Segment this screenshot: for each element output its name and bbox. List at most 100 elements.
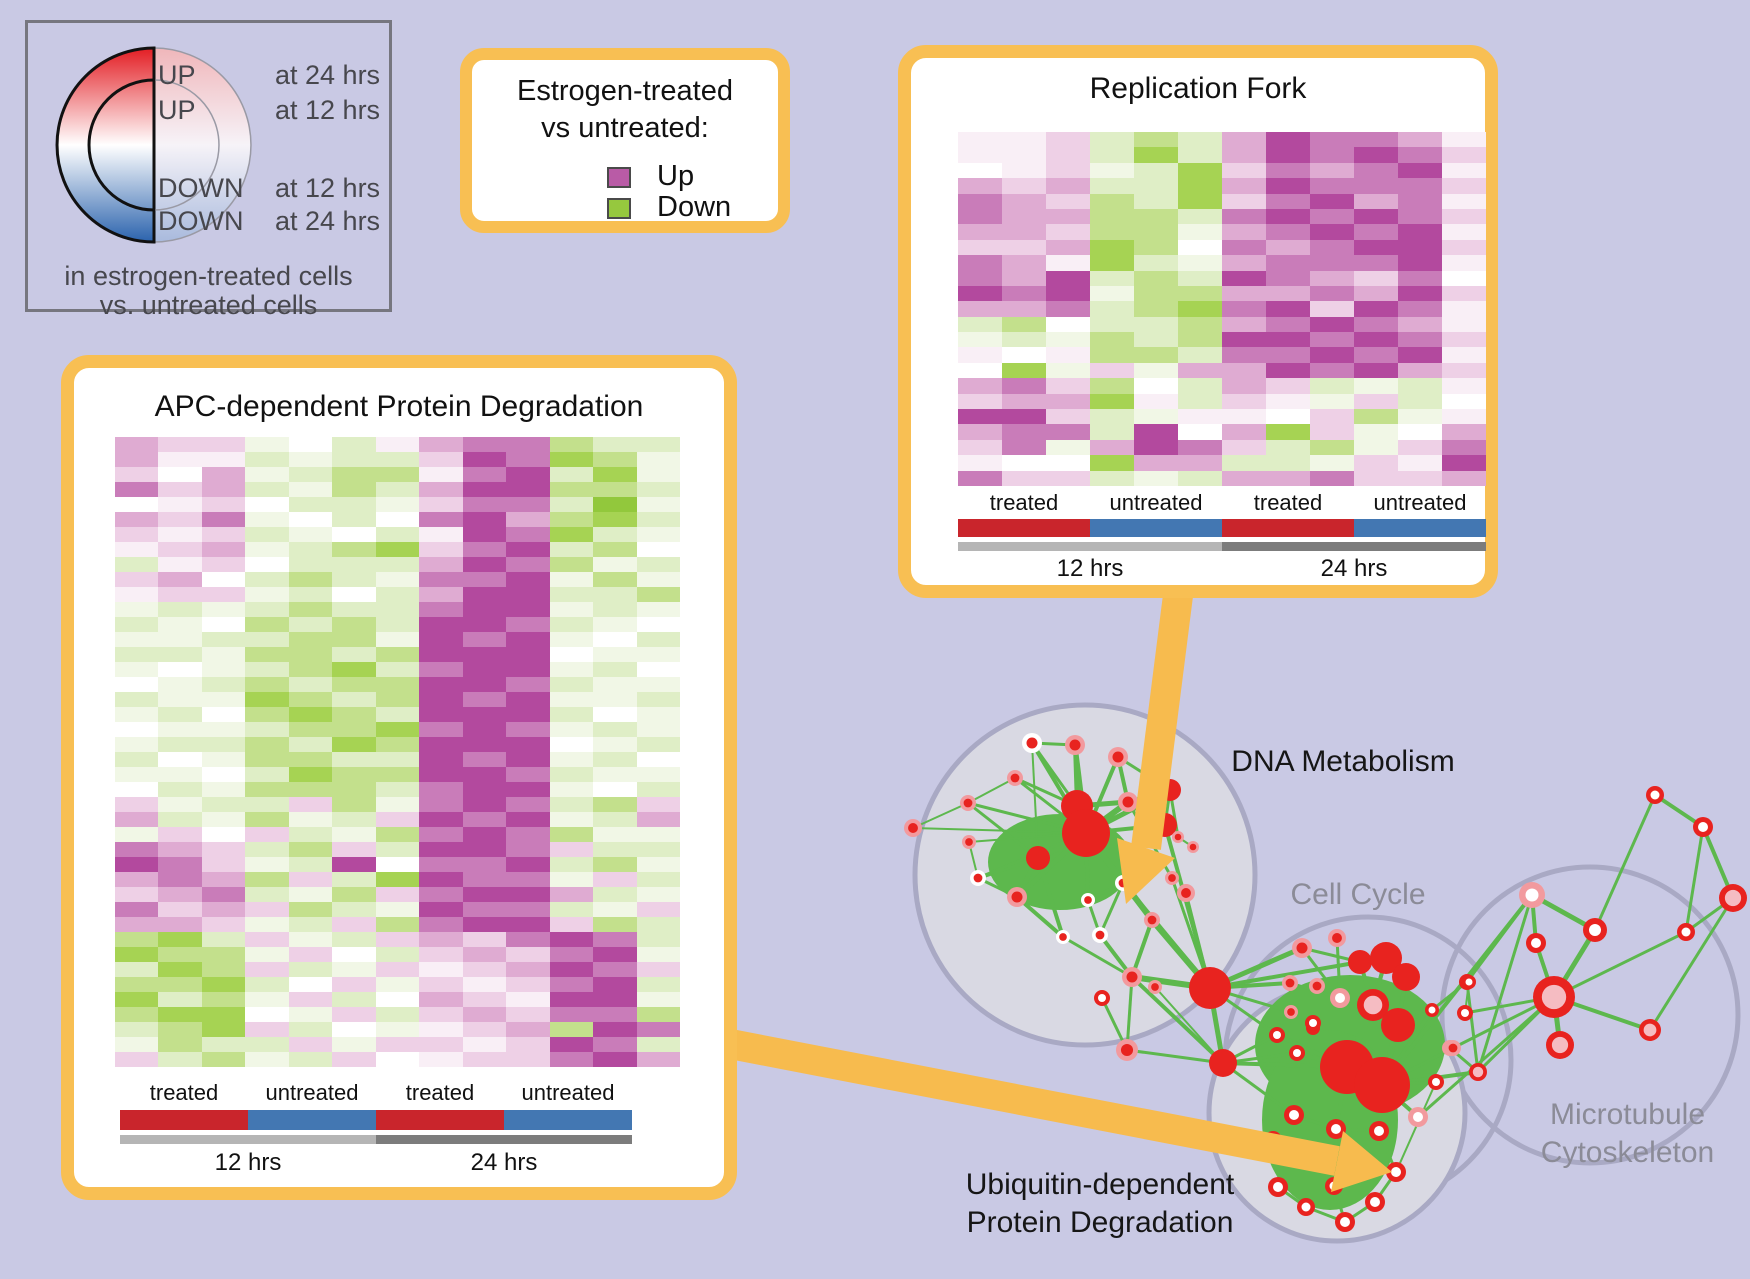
heatmap-cell xyxy=(958,316,1002,333)
heatmap-cell xyxy=(288,572,333,587)
heatmap-cell xyxy=(201,632,246,647)
heatmap-cell xyxy=(419,572,463,587)
heatmap-cell xyxy=(593,782,637,797)
heatmap-cell xyxy=(245,1037,289,1052)
heatmap-cell xyxy=(1398,301,1442,317)
network-edge xyxy=(1062,935,1133,979)
heatmap-cell xyxy=(549,722,594,737)
heatmap-cell xyxy=(1134,409,1178,425)
untreated-bar xyxy=(504,1110,632,1130)
heatmap-cell xyxy=(636,992,680,1007)
network-edge xyxy=(912,827,1087,834)
heatmap-cell xyxy=(1134,255,1178,271)
network-node-center xyxy=(1151,983,1159,991)
network-node-center xyxy=(1681,927,1691,937)
heatmap-cell xyxy=(375,947,420,962)
heatmap-cell xyxy=(1354,347,1398,363)
heatmap-cell xyxy=(115,902,159,917)
heatmap-cell xyxy=(115,917,159,932)
heatmap-cell xyxy=(1090,378,1134,394)
heatmap-cell xyxy=(1354,439,1398,456)
heatmap-cell xyxy=(332,452,376,467)
heatmap-cell xyxy=(288,977,333,992)
heatmap-cell xyxy=(1178,439,1222,456)
heatmap-cell xyxy=(419,602,463,617)
heatmap-cell xyxy=(1046,301,1090,317)
network-node-center xyxy=(1189,843,1197,851)
heatmap-cell xyxy=(375,692,420,707)
heatmap-cell xyxy=(549,512,594,527)
heatmap-cell xyxy=(506,812,550,827)
heatmap-cell xyxy=(593,467,637,482)
heatmap-cell xyxy=(419,722,463,737)
heatmap-cell xyxy=(1266,301,1310,317)
heatmap-cell xyxy=(1310,393,1354,410)
heatmap-cell xyxy=(288,932,333,947)
heatmap-cell xyxy=(419,647,463,662)
heatmap-cell xyxy=(332,542,376,557)
heatmap-cell xyxy=(1046,470,1090,486)
heatmap-cell xyxy=(419,1007,463,1022)
heatmap-cell xyxy=(1398,147,1442,163)
condition-label: untreated xyxy=(521,1080,615,1105)
estrogen-legend: Estrogen-treated vs untreated: Up Down xyxy=(460,48,790,233)
heatmap-cell xyxy=(506,767,550,782)
heatmap-cell xyxy=(201,797,246,812)
apc-degradation-title: APC-dependent Protein Degradation xyxy=(154,390,644,423)
heatmap-cell xyxy=(462,542,507,557)
heatmap-cell xyxy=(201,812,246,827)
heatmap-cell xyxy=(419,662,463,677)
network-node-center xyxy=(1541,984,1567,1010)
heatmap-cell xyxy=(593,1022,637,1037)
heatmap-cell xyxy=(419,557,463,572)
heatmap-cell xyxy=(636,707,680,722)
heatmap-cell xyxy=(1046,285,1090,302)
network-node-center xyxy=(1181,888,1191,898)
heatmap-cell xyxy=(506,842,550,857)
heatmap-cell xyxy=(1002,132,1046,148)
heatmap-cell xyxy=(1046,132,1090,148)
heatmap-cell xyxy=(506,857,550,872)
network-node-center xyxy=(1589,924,1601,936)
heatmap-cell xyxy=(1310,147,1354,163)
heatmap-cell xyxy=(1134,424,1178,440)
network-node-center xyxy=(963,798,973,808)
heatmap-cell xyxy=(288,962,333,977)
heatmap-cell xyxy=(1222,455,1266,471)
heatmap-cell xyxy=(958,162,1002,179)
heatmap-cell xyxy=(506,992,550,1007)
heatmap-cell xyxy=(1266,455,1310,471)
heatmap-cell xyxy=(1266,162,1310,179)
heatmap-cell xyxy=(549,737,594,752)
heatmap-cell xyxy=(375,932,420,947)
network-node-center xyxy=(1374,1126,1384,1136)
12hrs-bar xyxy=(120,1135,376,1144)
heatmap-cell xyxy=(636,542,680,557)
condition-label: treated xyxy=(405,1080,475,1105)
heatmap-cell xyxy=(1002,347,1046,363)
heatmap-cell xyxy=(1134,285,1178,302)
heatmap-cell xyxy=(245,632,289,647)
heatmap-cell xyxy=(636,782,680,797)
replication-fork-title: Replication Fork xyxy=(1089,72,1307,105)
heatmap-cell xyxy=(636,437,680,452)
heatmap-cell xyxy=(462,1022,507,1037)
heatmap-cell xyxy=(245,617,289,632)
heatmap-cell xyxy=(506,1022,550,1037)
heatmap-cell xyxy=(549,1022,594,1037)
heatmap-cell xyxy=(1222,424,1266,440)
heatmap-cell xyxy=(462,707,507,722)
heatmap-cell xyxy=(1398,132,1442,148)
heatmap-cell xyxy=(115,452,159,467)
heatmap-cell xyxy=(636,797,680,812)
heatmap-cell xyxy=(958,178,1002,194)
heatmap-cell xyxy=(375,482,420,497)
heatmap-cell xyxy=(419,587,463,602)
heatmap-cell xyxy=(593,647,637,662)
heatmap-cell xyxy=(506,932,550,947)
heatmap-cell xyxy=(593,722,637,737)
heatmap-cell xyxy=(419,917,463,932)
heatmap-cell xyxy=(636,872,680,887)
heatmap-cell xyxy=(1398,347,1442,363)
heatmap-cell xyxy=(636,632,680,647)
